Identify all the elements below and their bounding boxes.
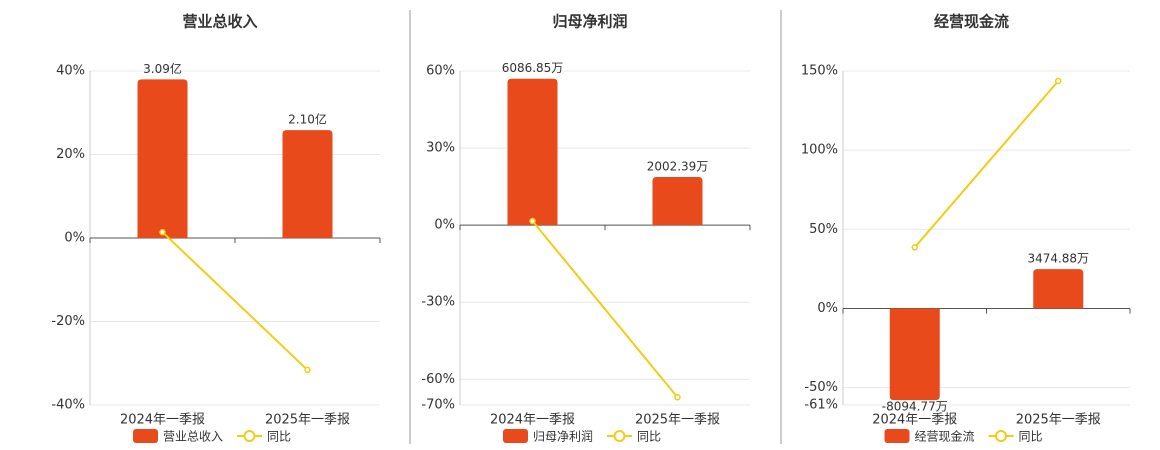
bar [137, 79, 188, 238]
value-label: 3474.88万 [1027, 252, 1089, 266]
bar [652, 176, 703, 226]
legend-label: 同比 [267, 430, 291, 444]
y-tick-label: -30% [421, 295, 455, 310]
legend-swatch [884, 429, 910, 443]
y-tick-label: 0% [817, 301, 838, 316]
line [161, 231, 309, 371]
value-label: 2.10亿 [288, 112, 327, 127]
y-tick-label: -60% [421, 372, 455, 387]
line-point [1055, 77, 1062, 85]
x-tick-label: 2025年一季报 [635, 413, 720, 428]
chart-title: 经营现金流 [934, 13, 1009, 31]
x-tick-label: 2024年一季报 [120, 413, 205, 428]
line [531, 220, 679, 398]
legend-label: 同比 [637, 430, 661, 444]
legend-label: 同比 [1019, 430, 1043, 444]
legend-swatch [503, 429, 528, 443]
x-tick-label: 2024年一季报 [490, 413, 575, 428]
y-tick-label: 0% [434, 218, 455, 233]
y-tick-label: 0% [64, 231, 85, 246]
legend-swatch [995, 430, 1008, 442]
bar [1033, 269, 1084, 309]
bar [507, 78, 558, 226]
y-tick-label: 50% [809, 222, 838, 237]
y-tick-label: 30% [426, 141, 455, 156]
legend-swatch [613, 430, 626, 442]
value-label: -8094.77万 [882, 400, 948, 414]
y-tick-label: 150% [801, 64, 838, 79]
chart-title: 归母净利润 [552, 13, 627, 31]
line [913, 80, 1060, 248]
legend-label: 归母净利润 [533, 430, 593, 444]
bar [889, 308, 940, 401]
legend-label: 营业总收入 [163, 430, 223, 444]
legend-label: 经营现金流 [915, 429, 975, 444]
line-point [911, 244, 918, 251]
y-tick-label: 100% [801, 143, 838, 158]
x-tick-label: 2025年一季报 [265, 413, 350, 428]
line-point [529, 217, 536, 225]
y-tick-label: 40% [56, 64, 85, 79]
chart-title: 营业总收入 [182, 13, 257, 31]
y-tick-label: -61% [804, 398, 838, 413]
y-tick-label: -50% [804, 380, 838, 395]
y-tick-label: 20% [56, 147, 85, 162]
value-label: 6086.85万 [502, 61, 564, 75]
y-tick-label: -70% [421, 398, 455, 413]
value-label: 2002.39万 [647, 159, 709, 173]
value-label: 3.09亿 [143, 61, 182, 76]
line-point [674, 394, 681, 401]
y-tick-label: -20% [51, 314, 85, 329]
x-tick-label: 2024年一季报 [872, 413, 957, 428]
legend-swatch [243, 430, 256, 442]
legend-swatch [133, 429, 158, 443]
y-tick-label: -40% [51, 398, 85, 413]
bar [282, 130, 333, 238]
x-tick-label: 2025年一季报 [1016, 413, 1101, 428]
y-tick-label: 60% [426, 64, 455, 79]
line-point [304, 366, 311, 374]
line-point [159, 228, 166, 236]
